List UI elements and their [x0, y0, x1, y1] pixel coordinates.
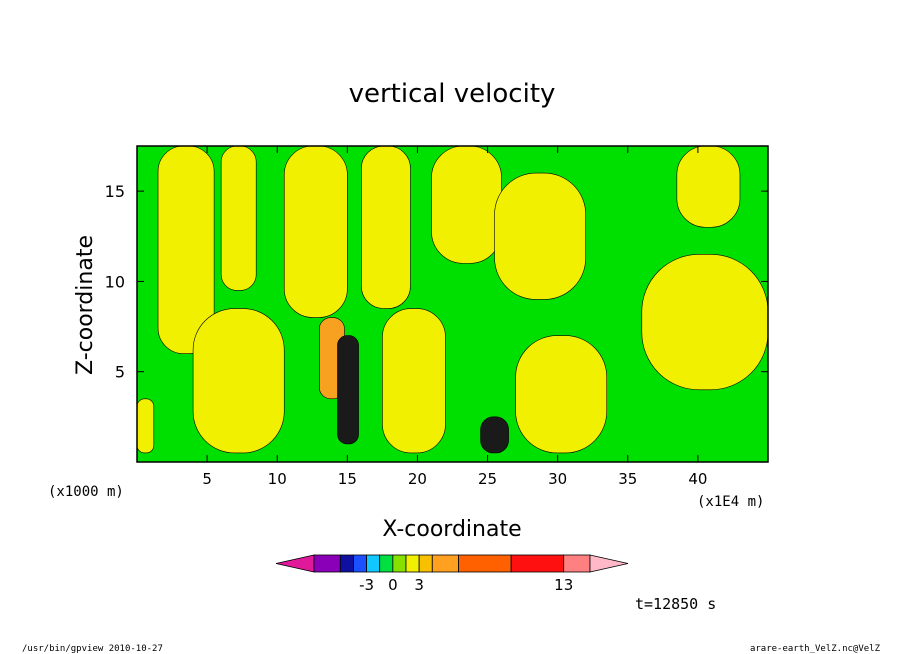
colorbar-swatch [313, 554, 341, 573]
colorbar-swatch [339, 554, 354, 573]
colorbar-swatch [392, 554, 407, 573]
colorbar-max-arrow [589, 554, 629, 573]
contour-region-14 [480, 416, 509, 454]
contour-region-6 [382, 308, 446, 454]
colorbar-swatch [379, 554, 394, 573]
colorbar-swatch [431, 554, 459, 573]
plot-frame [136, 145, 769, 463]
x-tick-label: 5 [202, 470, 212, 488]
contour-region-13 [337, 335, 359, 445]
contour-region-5 [361, 145, 411, 309]
contour-region-7 [431, 145, 502, 264]
contour-region-10 [641, 254, 769, 391]
colorbar-swatch [353, 554, 367, 573]
colorbar-swatch [510, 554, 565, 573]
footer-left: /usr/bin/gpview 2010-10-27 [22, 644, 163, 654]
y-axis-label: Z-coordinate [73, 235, 98, 375]
colorbar-label: -3 [359, 576, 374, 594]
footer-right: arare-earth_VelZ.nc@VelZ [750, 644, 881, 654]
colorbar-swatch [418, 554, 433, 573]
colorbar-label: 13 [554, 576, 573, 594]
x-tick-label: 40 [688, 470, 707, 488]
y-tick-label: 15 [105, 182, 125, 201]
x-axis-ticks: 5 10 15 20 25 30 35 40 [202, 146, 707, 488]
contour-region-8 [494, 172, 587, 300]
colorbar-labels: -3 0 3 13 [359, 576, 573, 594]
contour-region-2 [192, 308, 285, 454]
y-axis-ticks: 5 10 15 [105, 182, 768, 382]
y-tick-label: 10 [105, 272, 125, 291]
x-tick-label: 35 [618, 470, 637, 488]
colorbar-swatch [563, 554, 591, 573]
plot-area [136, 145, 769, 462]
colorbar-swatch [458, 554, 512, 573]
x-scale-note: (x1E4 m) [697, 494, 764, 510]
x-tick-label: 30 [548, 470, 567, 488]
x-axis-label: X-coordinate [382, 517, 521, 542]
colorbar [275, 554, 629, 573]
x-tick-label: 25 [478, 470, 497, 488]
chart-title: vertical velocity [349, 79, 556, 109]
colorbar-label: 0 [388, 576, 398, 594]
x-tick-label: 10 [268, 470, 287, 488]
x-tick-label: 15 [338, 470, 357, 488]
colorbar-min-arrow [275, 554, 315, 573]
x-tick-label: 20 [408, 470, 427, 488]
contour-region-11 [676, 145, 741, 228]
x-unit-note: (x1000 m) [48, 484, 124, 500]
time-annotation: t=12850 s [635, 595, 716, 613]
contour-region-0 [136, 398, 155, 454]
contour-region-4 [283, 145, 348, 318]
colorbar-label: 3 [414, 576, 424, 594]
colorbar-swatch [405, 554, 420, 573]
colorbar-swatch [366, 554, 381, 573]
contour-region-3 [220, 145, 257, 291]
y-tick-label: 5 [115, 363, 125, 382]
contour-region-9 [515, 335, 608, 454]
